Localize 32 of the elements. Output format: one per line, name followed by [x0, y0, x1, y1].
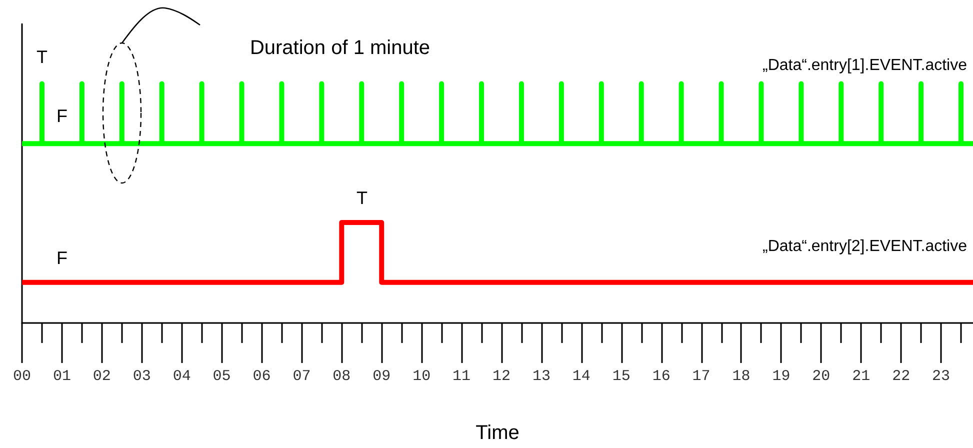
x-tick-label: 13	[532, 368, 550, 385]
x-tick-label: 22	[892, 368, 910, 385]
text: Duration of 1 minute	[250, 37, 430, 59]
x-tick-label: 18	[732, 368, 750, 385]
series-label: „Data“.entry[2].EVENT.active	[762, 238, 968, 255]
x-tick-label: 06	[252, 368, 271, 385]
x-tick-label: 23	[932, 368, 950, 385]
x-tick-label: 01	[52, 368, 71, 385]
x-tick-label: 09	[372, 368, 391, 385]
x-tick-label: 21	[852, 368, 870, 385]
x-tick-label: 08	[332, 368, 351, 385]
x-tick-label: 11	[452, 368, 471, 385]
x-tick-label: 02	[92, 368, 111, 385]
x-tick-label: 20	[812, 368, 830, 385]
series-label: „Data“.entry[1].EVENT.active	[762, 57, 968, 74]
x-tick-label: 12	[492, 368, 511, 385]
annotation: F	[56, 248, 68, 268]
annotation: T	[356, 188, 368, 208]
annotation: F	[56, 106, 68, 126]
x-tick-label: 15	[612, 368, 630, 385]
x-tick-label: 00	[12, 368, 32, 385]
x-axis-title: Time	[476, 422, 520, 444]
x-tick-label: 04	[172, 368, 191, 385]
x-tick-label: 19	[772, 368, 790, 385]
x-tick-label: 10	[412, 368, 431, 385]
x-tick-label: 03	[132, 368, 151, 385]
x-tick-label: 14	[572, 368, 590, 385]
x-tick-label: 16	[652, 368, 670, 385]
x-tick-label: 17	[692, 368, 710, 385]
x-tick-label: 07	[292, 368, 311, 385]
text: T	[36, 47, 48, 67]
x-tick-label: 05	[212, 368, 231, 385]
